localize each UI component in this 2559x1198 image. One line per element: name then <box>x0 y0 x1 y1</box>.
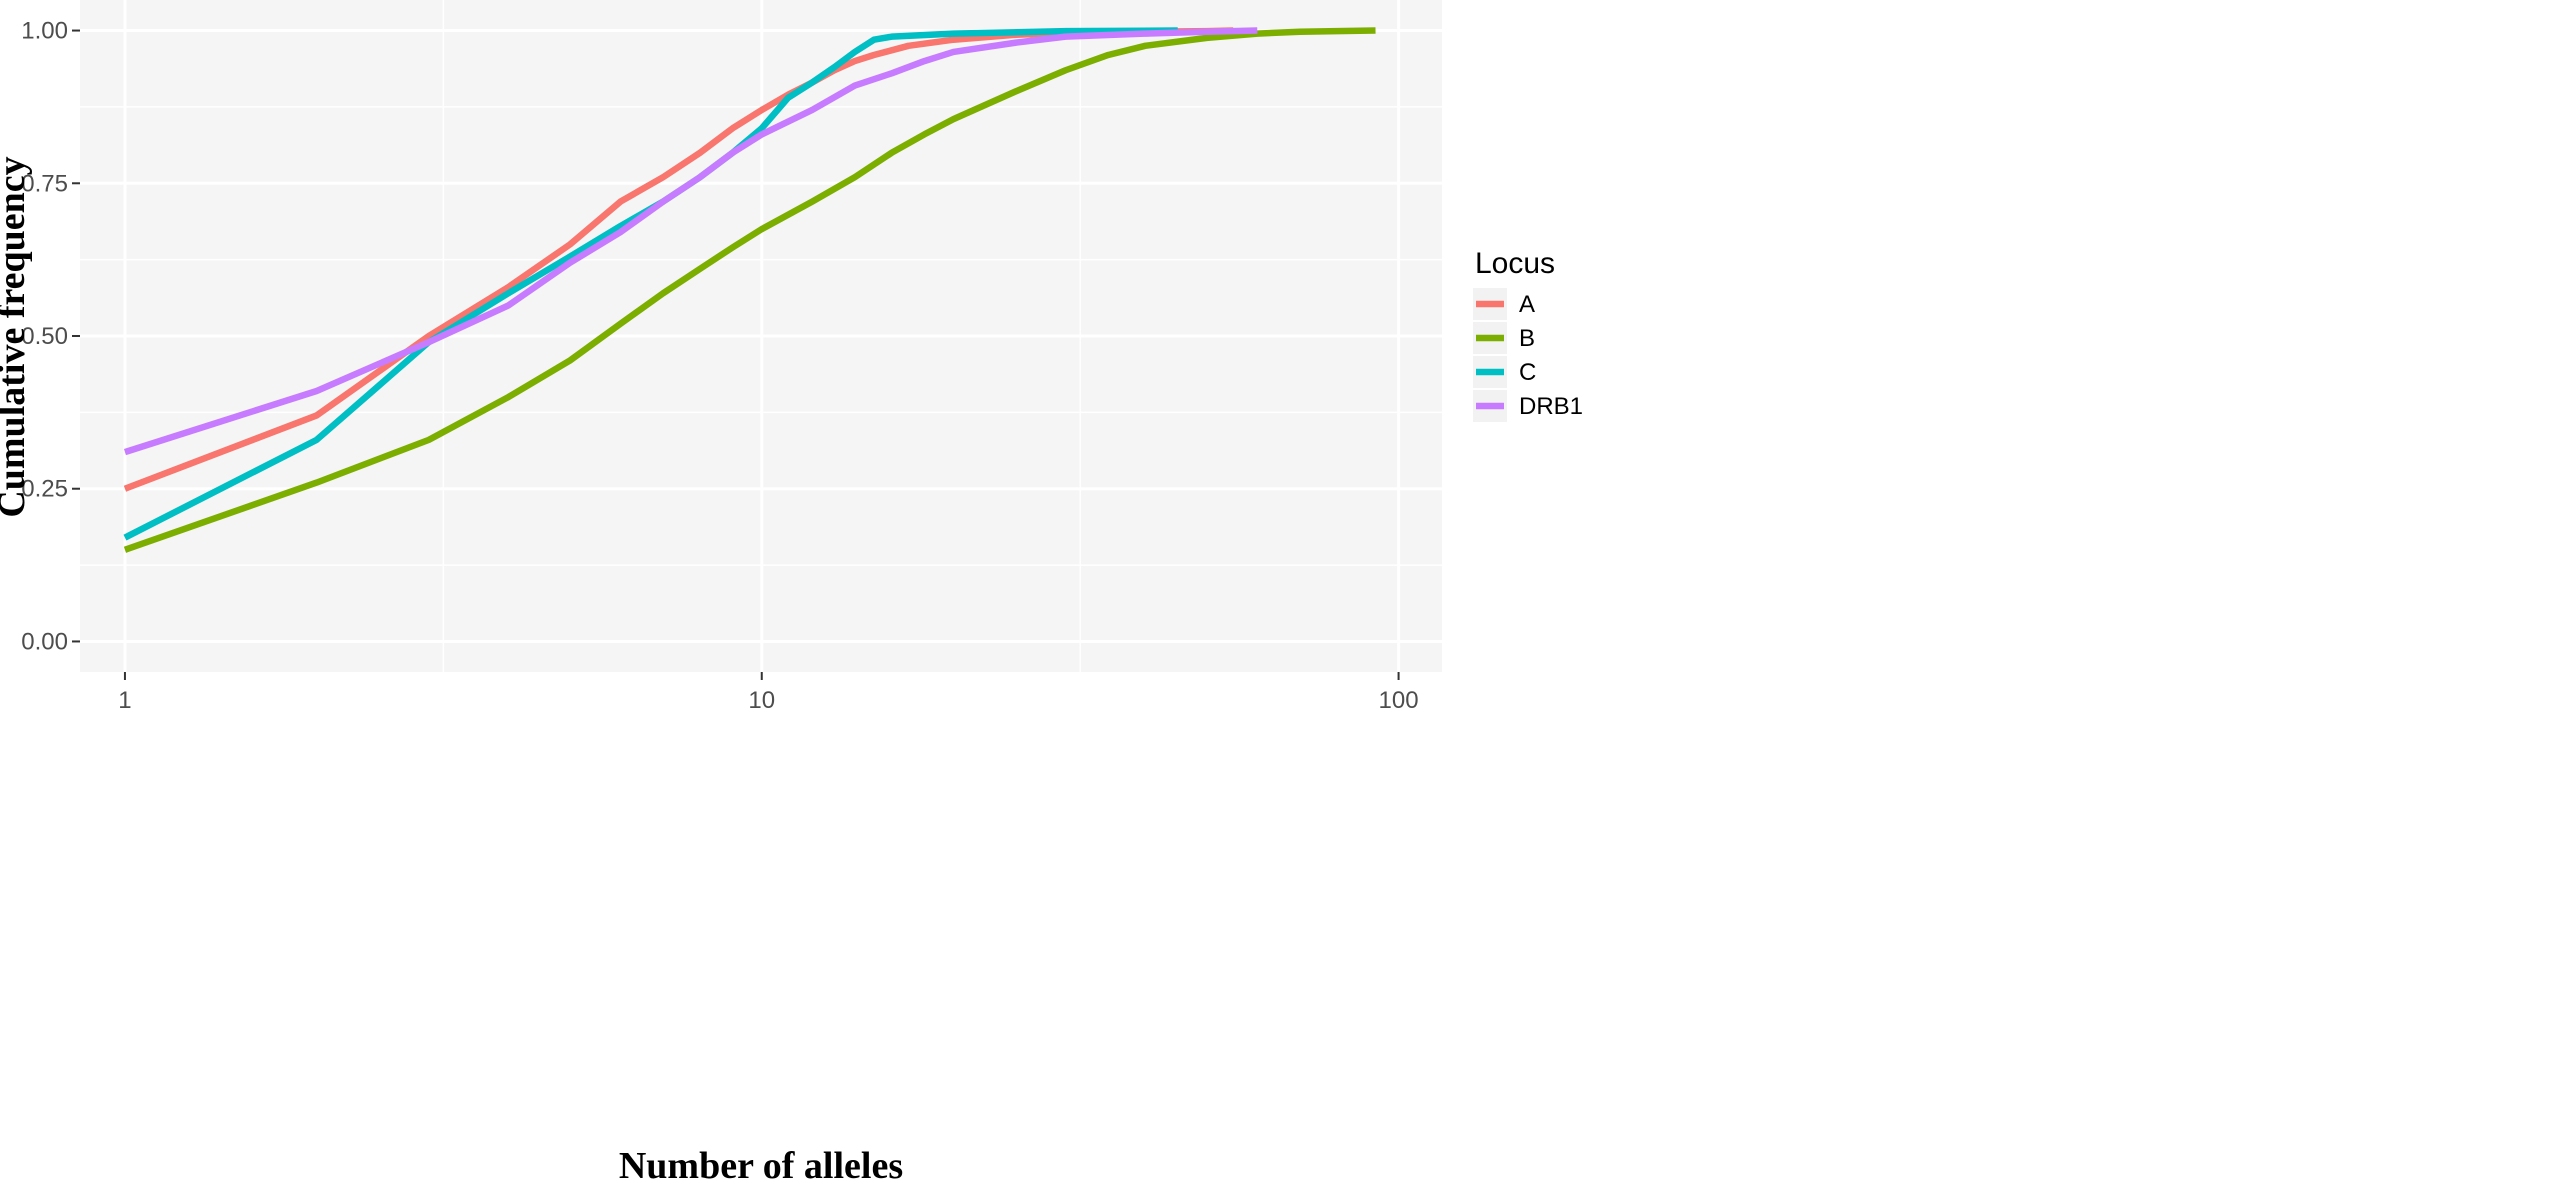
legend: Locus ABC DRB1 <box>1473 247 1583 422</box>
y-axis-ticks: 0.00 0.25 0.50 0.75 1.00 <box>21 18 80 655</box>
series-line-b <box>123 27 1376 553</box>
y-tick-label: 0.75 <box>21 170 68 197</box>
y-tick-label: 0.00 <box>21 628 68 655</box>
y-tick-label: 0.50 <box>21 323 68 350</box>
y-axis-title: Cumulative frequency <box>0 156 33 517</box>
x-axis-title: Number of alleles <box>619 1145 903 1187</box>
series-lines <box>123 27 1376 553</box>
series-line-drb1 <box>123 27 1258 456</box>
y-tick-label: 1.00 <box>21 18 68 45</box>
legend-label-a: A <box>1519 291 1535 318</box>
x-tick-label: 100 <box>1379 687 1419 714</box>
legend-label-c: C <box>1519 359 1536 386</box>
x-axis-ticks: 1 10 100 <box>118 672 1419 714</box>
x-tick-label: 10 <box>748 687 775 714</box>
legend-title: Locus <box>1475 247 1555 280</box>
series-line-c <box>123 27 1178 541</box>
legend-label-drb1: DRB1 <box>1519 393 1583 420</box>
y-tick-label: 0.25 <box>21 476 68 503</box>
legend-label-b: B <box>1519 325 1535 352</box>
x-tick-label: 1 <box>118 687 131 714</box>
legend-items: ABC DRB1 <box>1473 288 1583 422</box>
